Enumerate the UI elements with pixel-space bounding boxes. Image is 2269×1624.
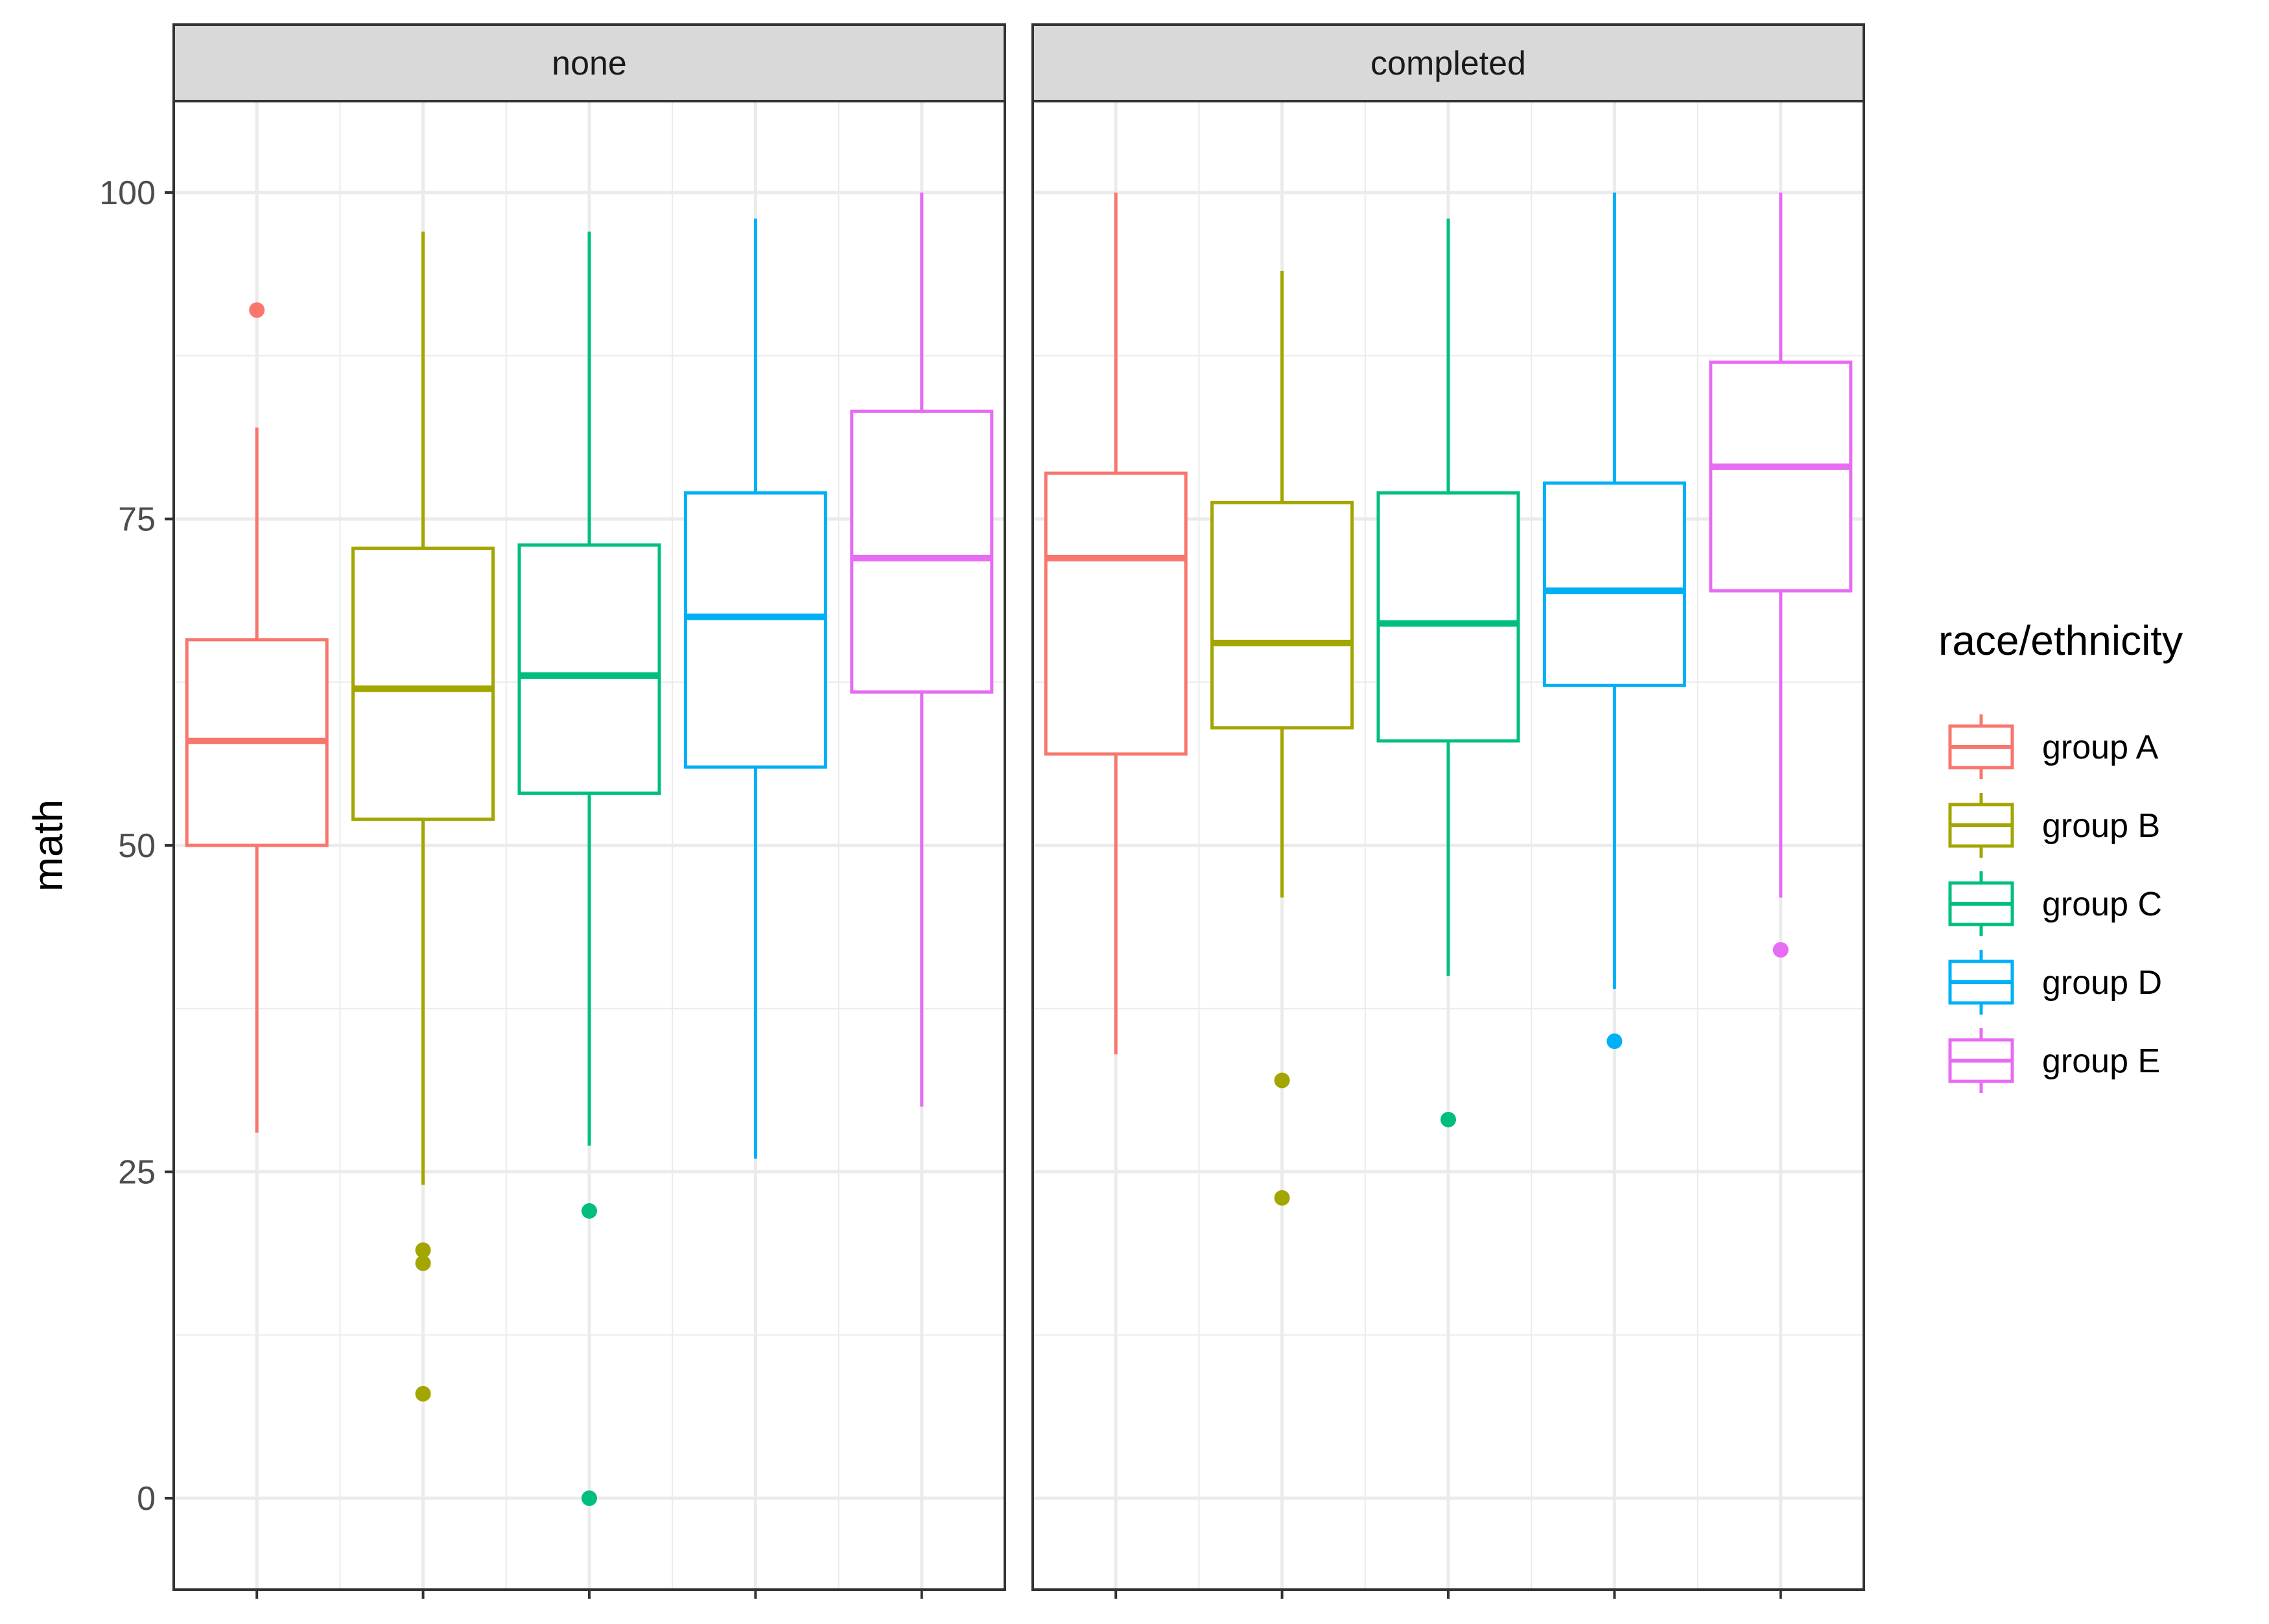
facet-strip — [172, 23, 1006, 102]
box-group-E — [850, 192, 994, 1107]
outlier-point — [1772, 942, 1789, 958]
outlier-point — [582, 1203, 597, 1219]
box-group-C — [1376, 218, 1520, 1127]
facet-strip-label: completed — [1370, 45, 1526, 82]
y-axis-title: math — [25, 799, 71, 891]
facet-strip — [1031, 23, 1865, 102]
legend: race/ethnicity group A group B group C group… — [1938, 617, 2183, 1093]
legend-label: group C — [2042, 886, 2162, 923]
box-group-A — [185, 302, 329, 1133]
box-iqr — [351, 547, 495, 821]
outlier-point — [1440, 1111, 1456, 1127]
outlier-point — [1274, 1072, 1290, 1089]
box-group-B — [1210, 270, 1354, 1206]
legend-item-group-B: group B — [1948, 793, 2160, 858]
box-iqr — [517, 543, 661, 795]
legend-item-group-C: group C — [1948, 871, 2162, 936]
outlier-point — [415, 1255, 431, 1271]
legend-label: group B — [2042, 807, 2160, 845]
box-iqr — [683, 491, 827, 769]
y-tick-label: 0 — [137, 1480, 156, 1518]
legend-title: race/ethnicity — [1938, 617, 2183, 664]
outlier-point — [582, 1490, 597, 1507]
box-iqr — [1542, 481, 1686, 687]
box-iqr — [1210, 500, 1354, 730]
outlier-point — [249, 302, 265, 318]
y-axis: 0 25 50 75 100 math — [25, 174, 174, 1518]
facet-panels: none completed — [172, 23, 1865, 1599]
y-tick-label: 75 — [118, 500, 156, 538]
box-group-D — [1542, 192, 1686, 1050]
box-group-C — [517, 231, 661, 1507]
facet-panel-completed: completed — [1031, 23, 1865, 1599]
outlier-point — [1606, 1033, 1623, 1050]
legend-item-group-A: group A — [1948, 714, 2159, 779]
box-group-A — [1044, 192, 1188, 1055]
box-group-D — [683, 218, 827, 1159]
legend-label: group A — [2042, 729, 2159, 766]
box-iqr — [850, 409, 994, 694]
box-iqr — [1044, 471, 1188, 756]
box-iqr — [1376, 491, 1520, 743]
facet-strip-label: none — [552, 45, 627, 82]
y-tick-label: 50 — [118, 827, 156, 865]
outlier-point — [415, 1242, 431, 1258]
box-group-B — [351, 231, 495, 1402]
outlier-point — [415, 1385, 431, 1402]
y-tick-label: 100 — [99, 174, 156, 212]
box-iqr — [1709, 360, 1853, 593]
legend-label: group D — [2042, 964, 2162, 1002]
outlier-point — [1274, 1190, 1290, 1206]
legend-item-group-E: group E — [1948, 1028, 2160, 1093]
facet-panel-none: none — [172, 23, 1006, 1599]
y-tick-label: 25 — [118, 1154, 156, 1192]
legend-item-group-D: group D — [1948, 950, 2162, 1015]
box-group-E — [1709, 192, 1853, 958]
legend-label: group E — [2042, 1042, 2160, 1080]
